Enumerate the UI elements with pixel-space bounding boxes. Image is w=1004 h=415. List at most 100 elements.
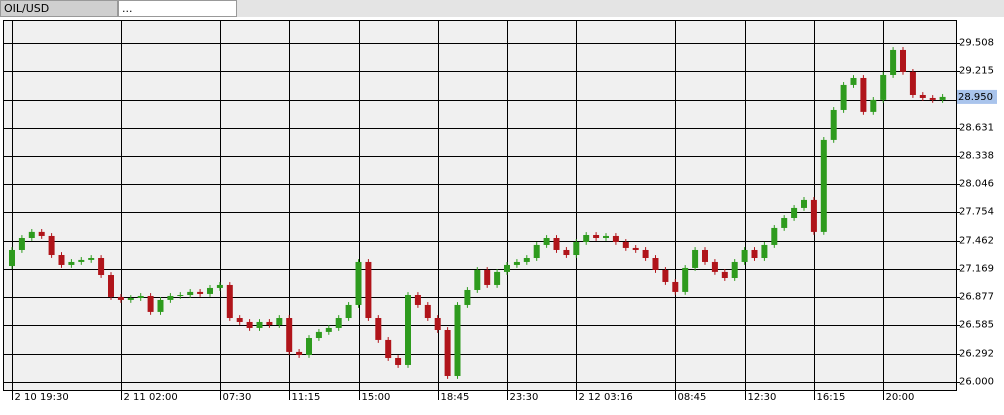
candle-body [484,269,491,285]
x-tick-label: 16:15 [817,392,846,403]
tab-label: ... [122,2,133,15]
candle-body [919,94,926,98]
candle-body [474,269,481,290]
candle-body [78,259,85,262]
candle-body [504,264,510,272]
candle-body [652,258,659,270]
x-tick-label: 18:45 [441,392,470,403]
candle-body [533,244,540,259]
candle-body [731,261,738,279]
candle-body [890,49,897,75]
candle-body [662,269,669,282]
candle-body [810,199,817,232]
tab-active[interactable] [0,0,118,17]
candle-body [236,318,243,322]
y-tick-label: 28.046 [959,179,994,190]
candle-body [771,227,778,245]
candle-body [108,275,114,297]
y-tick-label: 29.215 [959,66,994,77]
candle-body [692,249,699,268]
candle-body [177,295,184,297]
candle-body [276,318,283,325]
candle-body [414,295,421,305]
candle-body [296,351,303,356]
candle-body [702,249,708,262]
candle-body [424,304,431,319]
candle-body [711,261,718,272]
candle-body [38,231,45,236]
y-tick-label: 26.292 [959,349,994,360]
tab-label: OIL/USD [4,2,49,15]
candle-body [216,284,223,288]
y-tick-label: 27.754 [959,207,994,218]
candle-body [197,291,204,294]
candle-body [405,295,411,365]
candle-body [761,244,768,259]
candle-body [494,271,501,285]
x-tick-label: 11:15 [292,392,321,403]
candle-body [315,331,322,339]
y-tick-label: 26.585 [959,320,994,331]
candle-body [929,97,936,100]
candle-body [543,237,550,245]
candle-body [820,139,827,232]
candle-body [88,258,95,260]
candle-body [207,287,213,294]
candle-body [870,99,877,112]
candle-body [939,96,946,100]
candle-body [553,237,560,250]
candle-body [48,235,55,256]
candle-body [137,295,144,299]
candle-body [464,289,471,305]
candle-body [98,258,105,276]
candle-body [286,318,293,352]
candle-body [741,249,748,262]
candle-body [325,327,332,332]
candle-body [593,235,600,238]
candle-body [642,249,649,259]
x-tick-label: 15:00 [362,392,391,403]
candle-body [801,199,807,208]
candle-body [157,299,164,312]
candle-body [632,247,639,250]
y-tick-label: 27.462 [959,236,994,247]
candle-body [513,261,520,265]
candle-body [385,339,392,359]
candle-body [18,237,25,250]
candle-body [840,84,847,110]
candle-body [563,249,570,256]
plot-area [3,20,957,391]
candle-body [612,235,619,242]
candle-body [860,77,867,112]
x-tick-label: 2 10 19:30 [15,392,69,403]
y-tick-label: 28.631 [959,123,994,134]
candle-body [127,298,134,300]
x-tick-label: 23:30 [510,392,539,403]
candle-body [880,74,887,100]
candle-body [335,318,342,328]
candle-body [226,284,233,319]
y-tick-label: 26.000 [959,377,994,388]
candle-body [58,255,65,265]
candle-body [246,321,253,328]
candle-body [187,291,194,296]
candle-body [850,77,857,85]
candle-body [375,318,382,340]
candle-body [672,281,679,292]
x-tick-label: 12:30 [748,392,777,403]
candle-body [256,321,263,328]
x-tick-label: 2 11 02:00 [124,392,178,403]
tab-bar [0,0,1004,17]
candle-body [830,109,837,140]
candle-body [791,207,798,218]
candle-body [395,358,402,365]
last-price-box [957,89,997,104]
x-tick-label: 2 12 03:16 [579,392,633,403]
candle-body [444,329,451,376]
x-tick-label: 07:30 [223,392,252,403]
x-tick-label: 20:00 [886,392,915,403]
candle-body [454,304,461,376]
tab[interactable] [118,0,237,17]
candle-body [147,295,154,312]
